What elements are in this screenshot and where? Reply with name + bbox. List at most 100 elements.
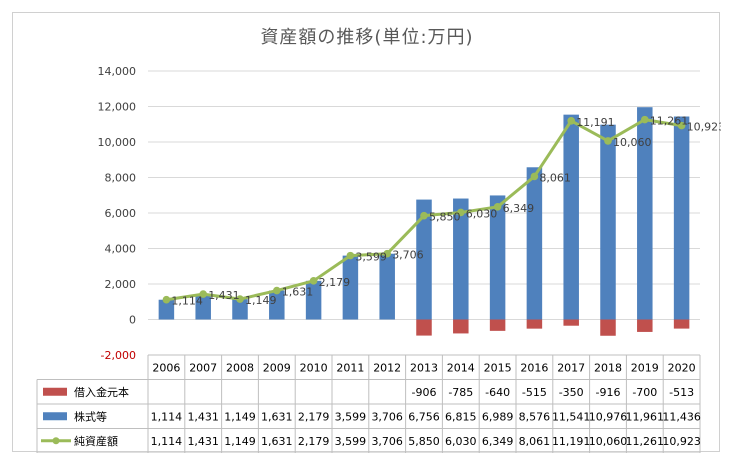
net-asset-label: 6,030	[466, 207, 498, 220]
table-header-year: 2012	[373, 361, 401, 374]
table-cell: 6,756	[408, 410, 440, 423]
table-header-year: 2016	[520, 361, 548, 374]
table-cell: 2,179	[298, 435, 330, 448]
table-header-year: 2017	[557, 361, 585, 374]
table-header-year: 2020	[668, 361, 696, 374]
legend-key-net-asset-marker	[52, 437, 60, 445]
net-asset-point-2011	[346, 251, 355, 260]
table-cell: -350	[559, 386, 584, 399]
table-cell: -700	[632, 386, 657, 399]
y-tick-label: -2,000	[101, 349, 136, 362]
table-cell: 2,179	[298, 410, 330, 423]
table-header-year: 2010	[300, 361, 328, 374]
net-asset-line	[162, 115, 686, 304]
table-cell: 5,850	[408, 435, 440, 448]
net-asset-label: 1,431	[208, 289, 240, 302]
table-cell: 3,706	[371, 435, 403, 448]
table-cell: 1,114	[151, 410, 183, 423]
net-asset-label: 2,179	[319, 276, 351, 289]
bar-stock-2019	[637, 107, 653, 320]
table-header-year: 2007	[189, 361, 217, 374]
bar-stock-2008	[232, 299, 248, 320]
net-asset-label: 10,060	[613, 136, 652, 149]
table-cell: 1,431	[187, 410, 219, 423]
table-cell: 6,349	[482, 435, 514, 448]
net-asset-label: 3,599	[355, 251, 387, 264]
table-cell: 11,541	[552, 410, 591, 423]
net-asset-point-2013	[420, 211, 428, 220]
legend-label: 借入金元本	[74, 385, 129, 399]
bar-loan-2014	[453, 319, 469, 334]
net-asset-point-2018	[604, 137, 612, 145]
table-cell: 10,060	[589, 435, 628, 448]
table-cell: 10,976	[589, 410, 628, 423]
bar-loan-2016	[526, 319, 543, 329]
table-cell: -640	[485, 386, 510, 399]
net-asset-point-2012	[383, 249, 392, 258]
net-asset-label: 10,923	[687, 121, 721, 134]
table-cell: 11,191	[552, 435, 591, 448]
bar-stock-2007	[195, 294, 211, 320]
bars	[158, 107, 690, 336]
bar-stock-2017	[563, 114, 579, 320]
net-asset-label: 1,631	[282, 286, 314, 299]
y-tick-label: 0	[129, 314, 136, 327]
net-asset-point-2019	[641, 115, 649, 124]
table-cell: 3,599	[335, 435, 367, 448]
net-asset-point-2020	[677, 121, 686, 130]
legend-key-loan	[43, 387, 67, 396]
table-cell: 3,706	[371, 410, 403, 423]
table-cell: 8,061	[519, 435, 551, 448]
data-labels: 1,114 1,431 1,149 1,631 2,179 3,599 3,706 5,850…	[171, 115, 721, 308]
table-cell: 8,576	[519, 410, 551, 423]
table-cell: -785	[448, 386, 473, 399]
chart-frame: 資産額の推移(単位:万円) -2,000 0 2,000 4,000 6,000 8,00…	[12, 12, 721, 453]
y-tick-label: 2,000	[105, 278, 137, 291]
table-cell: 6,815	[445, 410, 477, 423]
data-table: 2006 2007 2008 2009 2010 2011 2012 2013 2014 2015…	[36, 354, 701, 453]
bar-loan-2018	[600, 319, 616, 336]
net-asset-point-2008	[236, 295, 244, 303]
net-asset-point-2009	[273, 286, 281, 295]
legend-label: 純資産額	[74, 435, 118, 448]
bar-stock-2013	[416, 199, 432, 320]
table-cell: 1,431	[187, 435, 219, 448]
net-asset-label: 11,191	[576, 116, 615, 129]
net-asset-label: 5,850	[429, 211, 461, 224]
net-asset-point-2017	[567, 117, 575, 125]
table-header-year: 2011	[336, 361, 364, 374]
net-asset-label: 6,349	[503, 202, 534, 215]
legend-label: 株式等	[74, 409, 107, 423]
bar-stock-2012	[379, 253, 395, 320]
table-cell: -916	[596, 386, 621, 399]
y-tick-label: 4,000	[105, 243, 137, 256]
table-cell: 1,114	[151, 435, 183, 448]
bar-loan-2013	[416, 319, 432, 336]
table-cell: 11,961	[626, 410, 665, 423]
net-asset-label: 8,061	[539, 171, 571, 184]
bar-stock-2018	[600, 124, 616, 320]
bar-stock-2009	[269, 290, 285, 320]
legend-key-stock	[43, 412, 67, 421]
table-cell: -906	[412, 386, 437, 399]
bar-stock-2014	[453, 198, 469, 320]
net-asset-point-2006	[162, 295, 171, 304]
y-tick-label: 6,000	[105, 207, 137, 220]
table-cell: 11,261	[626, 435, 665, 448]
y-axis: -2,000 0 2,000 4,000 6,000 8,000 10,000 12,000 1…	[98, 65, 137, 362]
asset-chart: 資産額の推移(単位:万円) -2,000 0 2,000 4,000 6,000 8,00…	[36, 27, 721, 453]
table-cell: 1,631	[261, 435, 293, 448]
y-tick-label: 14,000	[98, 65, 137, 78]
table-header-year: 2014	[447, 361, 475, 374]
table-header-year: 2009	[263, 361, 291, 374]
bar-stock-2020	[673, 116, 690, 320]
net-asset-point-2010	[309, 277, 318, 285]
table-cell: -515	[522, 386, 547, 399]
bar-stock-2011	[342, 255, 359, 320]
table-header-year: 2006	[152, 361, 180, 374]
y-tick-label: 10,000	[98, 136, 137, 149]
net-asset-point-2016	[530, 172, 539, 181]
table-header-year: 2013	[410, 361, 438, 374]
table-cell: 1,149	[224, 410, 256, 423]
table-cell: 1,149	[224, 435, 256, 448]
